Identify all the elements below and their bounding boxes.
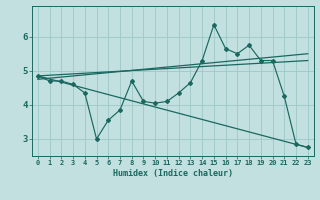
X-axis label: Humidex (Indice chaleur): Humidex (Indice chaleur): [113, 169, 233, 178]
